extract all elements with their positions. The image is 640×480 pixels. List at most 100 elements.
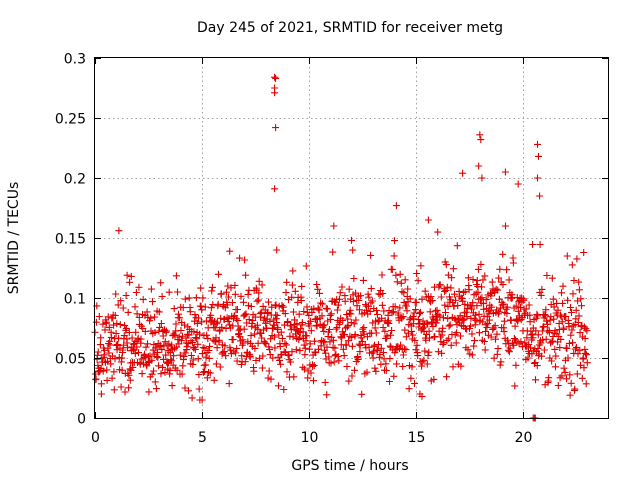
data-point xyxy=(288,281,296,289)
data-point xyxy=(196,330,204,338)
data-point xyxy=(534,140,541,148)
data-point xyxy=(235,326,243,334)
data-point xyxy=(212,360,220,368)
data-point xyxy=(201,344,209,352)
data-point xyxy=(434,348,442,356)
data-point xyxy=(529,334,537,342)
data-point xyxy=(222,288,230,296)
data-point xyxy=(453,329,461,337)
data-point xyxy=(552,363,559,371)
data-point xyxy=(145,353,152,361)
data-point xyxy=(306,340,314,348)
data-point xyxy=(185,331,193,339)
data-point xyxy=(411,380,418,387)
data-point xyxy=(468,351,476,359)
data-point xyxy=(247,332,255,340)
data-point xyxy=(576,346,584,354)
data-point xyxy=(129,363,137,371)
data-point xyxy=(177,337,185,345)
data-point xyxy=(320,327,328,335)
data-point xyxy=(292,346,300,354)
data-point xyxy=(213,318,221,326)
data-point xyxy=(475,162,483,170)
data-point xyxy=(557,311,564,319)
data-point xyxy=(282,341,290,349)
data-point xyxy=(323,343,331,351)
data-point xyxy=(581,335,589,342)
data-point xyxy=(393,278,401,286)
data-point xyxy=(173,366,181,374)
data-point xyxy=(409,331,417,339)
data-point xyxy=(479,276,487,284)
data-point xyxy=(490,354,498,362)
data-point xyxy=(170,352,177,360)
data-point xyxy=(453,242,461,250)
data-point xyxy=(306,345,313,353)
data-point xyxy=(309,363,317,370)
data-point xyxy=(210,376,218,384)
data-point xyxy=(344,315,352,323)
data-point xyxy=(373,311,381,318)
data-point xyxy=(527,344,534,352)
data-point xyxy=(457,362,465,370)
data-point xyxy=(449,363,457,371)
data-point xyxy=(307,369,315,377)
data-point xyxy=(198,350,206,358)
data-point xyxy=(511,382,519,390)
data-point xyxy=(505,348,513,356)
data-point xyxy=(271,302,279,309)
data-point xyxy=(161,338,169,346)
data-point xyxy=(418,392,426,400)
data-point xyxy=(275,382,282,390)
data-point xyxy=(514,307,522,315)
data-point xyxy=(193,335,201,343)
data-point xyxy=(572,306,580,314)
data-point xyxy=(568,309,575,316)
data-point xyxy=(206,342,214,350)
data-point xyxy=(503,266,511,274)
data-point xyxy=(389,308,397,316)
data-point xyxy=(517,338,525,346)
data-point xyxy=(465,286,473,294)
data-point xyxy=(355,297,363,304)
data-point xyxy=(366,307,374,315)
data-point xyxy=(225,293,232,301)
data-point xyxy=(152,385,160,393)
x-tick-label: 20 xyxy=(515,430,533,446)
data-point xyxy=(117,297,125,305)
data-point xyxy=(356,348,364,356)
data-point xyxy=(356,341,364,349)
data-point xyxy=(162,327,170,335)
data-point xyxy=(115,227,123,235)
data-point xyxy=(498,301,506,309)
data-point xyxy=(420,356,428,364)
data-point xyxy=(194,355,202,363)
data-point xyxy=(348,236,355,244)
data-point xyxy=(358,390,366,398)
data-point xyxy=(502,222,509,230)
data-point xyxy=(199,294,207,302)
data-point xyxy=(475,329,483,337)
data-point xyxy=(307,327,315,335)
data-point xyxy=(197,302,205,310)
data-point xyxy=(433,316,441,324)
data-point xyxy=(400,298,408,306)
data-point xyxy=(329,343,337,351)
data-point xyxy=(253,297,261,305)
data-point xyxy=(255,296,262,304)
data-point xyxy=(282,289,290,296)
data-point xyxy=(424,352,432,359)
data-point xyxy=(356,306,363,314)
data-point xyxy=(123,271,131,279)
data-point xyxy=(347,310,355,318)
data-point xyxy=(436,312,444,320)
data-point xyxy=(206,369,214,377)
data-point xyxy=(348,342,356,350)
y-axis-label: SRMTID / TECUs xyxy=(6,182,22,295)
data-point xyxy=(378,301,386,309)
data-point xyxy=(195,371,203,379)
data-point xyxy=(538,285,546,293)
data-point xyxy=(125,329,133,336)
data-point xyxy=(215,336,223,344)
data-point xyxy=(512,361,520,369)
